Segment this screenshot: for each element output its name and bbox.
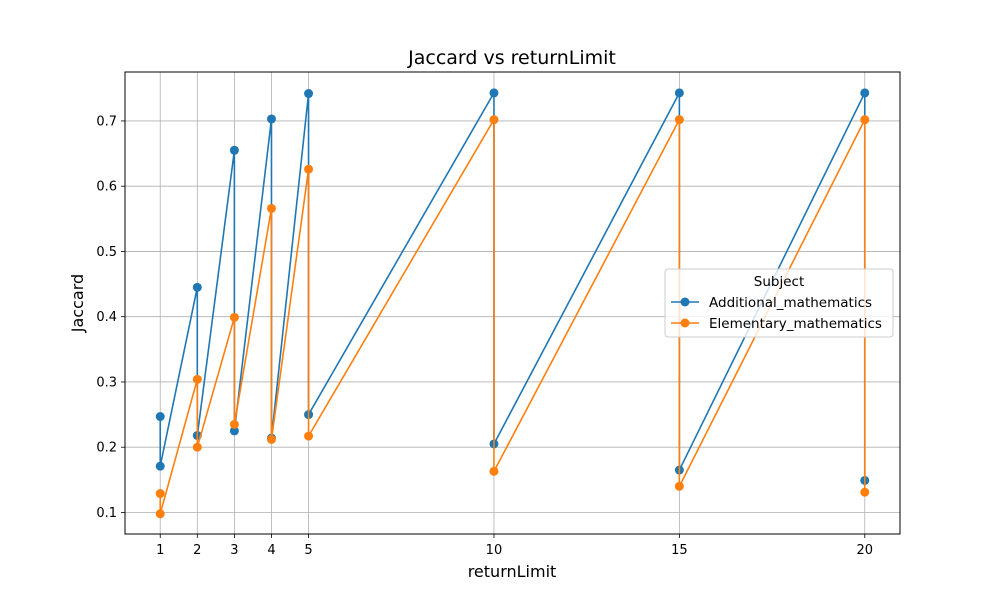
data-point (266, 203, 276, 213)
data-point (192, 442, 202, 452)
data-point (860, 88, 870, 98)
y-tick-label: 0.3 (96, 375, 117, 390)
plot-frame (124, 71, 901, 535)
x-tick-label: 4 (267, 543, 275, 558)
data-point (674, 481, 684, 491)
legend-label: Additional_mathematics (709, 295, 872, 311)
data-point (229, 426, 239, 436)
data-point (229, 312, 239, 322)
data-point (489, 88, 499, 98)
data-point (304, 431, 314, 441)
data-point (489, 466, 499, 476)
x-tick-label: 1 (156, 543, 164, 558)
data-point (674, 88, 684, 98)
legend-entry: Elementary_mathematics (671, 316, 882, 332)
legend: Subject Additional_mathematics Elementary… (664, 268, 894, 338)
data-point (304, 89, 314, 99)
x-tick-label: 20 (856, 543, 873, 558)
legend-marker (680, 297, 690, 307)
y-axis-label: Jaccard (68, 274, 87, 333)
y-tick-label: 0.2 (96, 441, 117, 456)
x-tick-label: 2 (193, 543, 201, 558)
legend-title: Subject (754, 274, 804, 290)
data-point (489, 115, 499, 125)
data-point (192, 282, 202, 292)
data-point (229, 419, 239, 429)
data-point (155, 461, 165, 471)
x-axis-label: returnLimit (468, 562, 557, 581)
legend-entry: Additional_mathematics (671, 295, 872, 311)
y-tick-label: 0.6 (96, 180, 117, 195)
legend-box (664, 268, 894, 338)
legend-marker (680, 318, 690, 328)
x-tick-label: 10 (486, 543, 503, 558)
data-point (155, 509, 165, 519)
data-point (155, 412, 165, 422)
data-point (266, 434, 276, 444)
y-tick-label: 0.7 (96, 114, 117, 129)
data-point (155, 489, 165, 499)
y-tick-label: 0.1 (96, 506, 117, 521)
chart-title: Jaccard vs returnLimit (407, 47, 616, 69)
data-point (860, 115, 870, 125)
x-tick-label: 15 (671, 543, 688, 558)
data-point (860, 487, 870, 497)
y-tick-label: 0.5 (96, 245, 117, 260)
legend-entries: Additional_mathematics Elementary_mathema… (671, 295, 882, 332)
y-tick-label: 0.4 (96, 310, 117, 325)
x-axis-ticks: 1 2 3 4 5 10 15 20 (156, 534, 873, 558)
x-tick-label: 5 (304, 543, 312, 558)
data-point (192, 374, 202, 384)
y-axis-ticks: 0.1 0.2 0.3 0.4 0.5 0.6 0.7 (96, 114, 125, 521)
legend-label: Elementary_mathematics (709, 316, 882, 332)
data-point (304, 164, 314, 174)
data-point (674, 115, 684, 125)
data-point (266, 114, 276, 124)
data-point (229, 145, 239, 155)
x-tick-label: 3 (230, 543, 238, 558)
